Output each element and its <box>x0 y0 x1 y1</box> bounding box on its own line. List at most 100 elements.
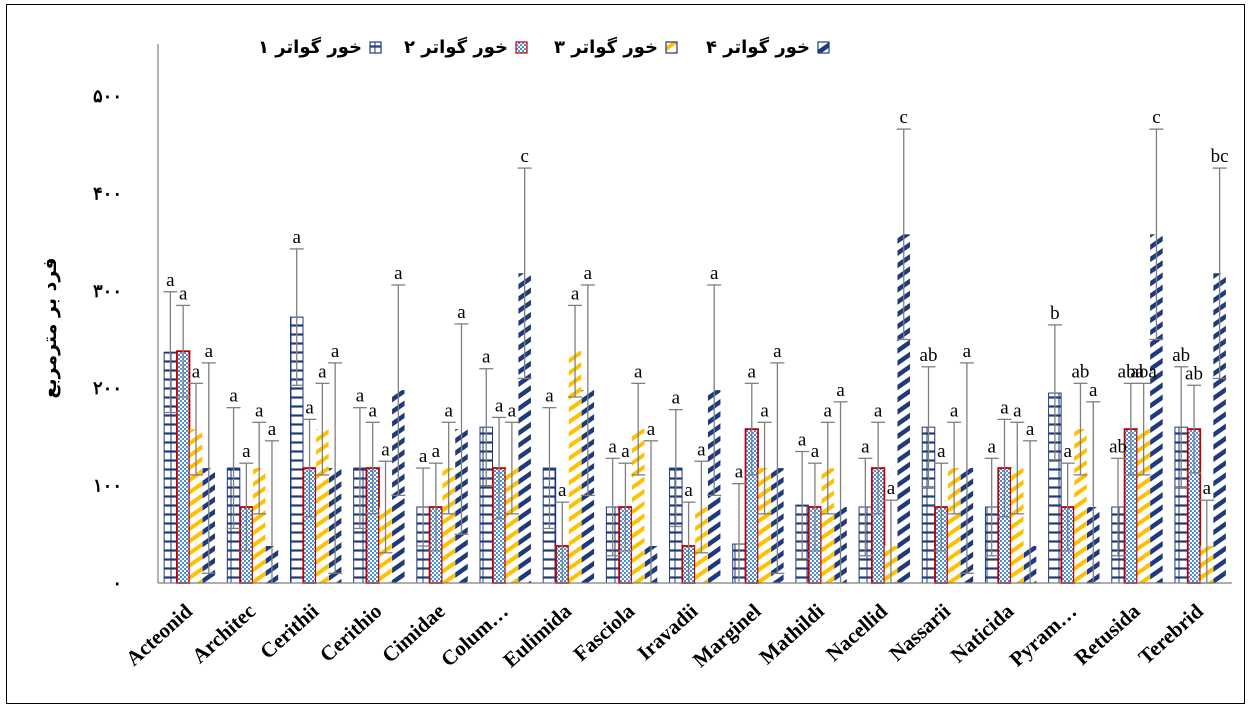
significance-letter: a <box>205 341 214 362</box>
significance-letter: a <box>381 439 390 460</box>
significance-letter: a <box>950 400 959 421</box>
x-tick-label: Cerithio <box>315 599 387 667</box>
x-tick-label: Mathildi <box>755 599 829 669</box>
y-tick-label: ۵۰۰ <box>93 86 122 107</box>
significance-letter: a <box>394 263 403 284</box>
significance-letter: a <box>482 347 491 368</box>
significance-letter: aba <box>1130 361 1157 382</box>
x-tick-label: Acteonid <box>121 599 197 671</box>
x-tick-label: Pyram… <box>1005 599 1082 671</box>
significance-letter: a <box>824 400 833 421</box>
error-bars <box>163 128 1227 584</box>
significance-letter: a <box>331 341 340 362</box>
significance-letter: ab <box>920 345 938 366</box>
significance-letter: ab <box>1109 436 1127 457</box>
significance-letter: a <box>773 341 782 362</box>
bar <box>897 234 910 584</box>
legend-label: خور گواتر ۴ <box>706 36 810 58</box>
bar <box>189 429 203 583</box>
significance-letter: a <box>444 400 453 421</box>
significance-letter: a <box>229 386 238 407</box>
significance-letter: a <box>368 400 377 421</box>
bars <box>163 234 1226 584</box>
y-tick-label: ۳۰۰ <box>93 281 122 302</box>
legend-swatch <box>515 41 528 54</box>
significance-letter: a <box>735 462 744 483</box>
bar <box>758 468 771 583</box>
significance-letter: aba <box>1118 361 1145 382</box>
significance-letter: a <box>419 446 428 467</box>
chart-frame <box>6 4 1245 704</box>
significance-letter: a <box>1013 400 1022 421</box>
significance-letter: a <box>634 361 643 382</box>
significance-letter: b <box>1050 303 1060 324</box>
y-tick-label: ۱۰۰ <box>93 476 122 497</box>
significance-letter: a <box>495 395 504 416</box>
bar <box>1074 429 1087 583</box>
significance-letter: c <box>1152 107 1160 128</box>
significance-letter: a <box>861 436 870 457</box>
significance-letter: c <box>520 146 528 167</box>
x-axis: ActeonidArchitecCerithiiCerithioCimidaeC… <box>121 582 1232 672</box>
bar <box>518 273 531 583</box>
significance-letter: a <box>684 480 693 501</box>
x-tick-label: Architec <box>187 599 260 668</box>
bar <box>1011 468 1024 583</box>
x-tick-label: Cerithii <box>255 599 323 664</box>
significance-letter: a <box>760 400 769 421</box>
significance-letter: a <box>584 263 593 284</box>
significance-letter: a <box>1203 478 1212 499</box>
significance-letter: a <box>748 361 757 382</box>
significance-letter: ab <box>1071 361 1089 382</box>
legend-label: خور گواتر ۲ <box>404 36 508 58</box>
bar <box>316 429 329 583</box>
significance-letter: a <box>356 386 365 407</box>
y-axis-label: فرد بر مترمربع <box>39 257 61 398</box>
significance-letter: a <box>937 441 946 462</box>
significance-letter: a <box>242 441 251 462</box>
legend: خور گواتر ۱ خور گواتر ۲ خور گواتر ۳ خور گوا… <box>258 36 830 58</box>
x-tick-label: Retusida <box>1070 599 1145 670</box>
significance-letter: a <box>255 400 264 421</box>
significance-letter: a <box>963 341 972 362</box>
bar <box>1150 234 1163 584</box>
bar <box>821 468 835 583</box>
bar <box>947 468 961 583</box>
significance-letter: a <box>192 361 201 382</box>
significance-letter: a <box>545 386 554 407</box>
legend-swatch <box>817 41 830 54</box>
significance-letter: a <box>874 400 883 421</box>
x-tick-label: Colum… <box>436 599 513 671</box>
significance-letter: a <box>318 361 327 382</box>
x-tick-label: Terebrid <box>1134 599 1208 669</box>
x-tick-label: Marginel <box>688 599 766 672</box>
significance-letter: a <box>432 441 441 462</box>
significance-letter: a <box>672 388 681 409</box>
bar <box>568 351 582 583</box>
bar <box>442 468 455 583</box>
legend-label: خور گواتر ۳ <box>554 36 658 58</box>
y-tick-label: ۴۰۰ <box>93 183 122 204</box>
significance-letter: a <box>647 419 656 440</box>
x-tick-label: Nacellid <box>821 599 892 666</box>
bar <box>505 468 519 583</box>
bar <box>1213 273 1226 583</box>
significance-letter: a <box>558 480 567 501</box>
significance-letter: a <box>457 302 466 323</box>
bar <box>1137 429 1150 583</box>
significance-letter: a <box>166 270 175 291</box>
bar <box>631 429 645 583</box>
significance-letter: a <box>887 478 896 499</box>
significance-letter: a <box>508 400 517 421</box>
significance-letter: a <box>621 441 630 462</box>
significance-letter: a <box>608 436 617 457</box>
significance-letter: a <box>1063 441 1072 462</box>
y-tick-label: ۲۰۰ <box>93 378 122 399</box>
significance-letter: a <box>1089 380 1098 401</box>
x-tick-label: Nassarii <box>884 599 955 666</box>
significance-letter: a <box>811 441 820 462</box>
significance-letter: a <box>1000 397 1009 418</box>
significance-letter: ab <box>1172 345 1190 366</box>
legend-swatch <box>665 41 678 54</box>
